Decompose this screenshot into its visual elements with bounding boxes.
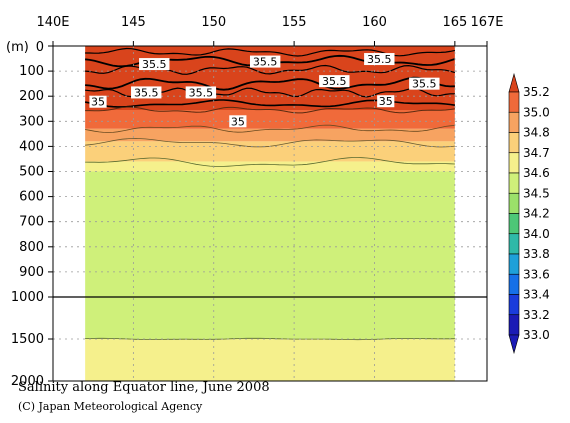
colorbar-swatch <box>508 192 520 214</box>
y-tick-label: 300 <box>19 114 44 129</box>
contour-label: 35.5 <box>412 78 437 91</box>
y-tick-label: 800 <box>19 240 44 255</box>
y-tick-label: 400 <box>19 139 44 154</box>
colorbar-swatch <box>508 233 520 255</box>
y-tick-label: 600 <box>19 190 44 205</box>
salinity-band <box>85 339 455 381</box>
x-tick-label: 167E <box>470 15 503 30</box>
x-tick-label: 145 <box>121 15 146 30</box>
colorbar: 35.2 35.0 34.8 34.7 34.6 34.5 34.2 34.0 33.8 33.6… <box>508 72 550 355</box>
x-axis: 140E 145 150 155 160 165 167E <box>36 15 504 46</box>
contour-label: 35.5 <box>142 58 167 71</box>
colorbar-label: 34.8 <box>523 126 550 140</box>
chart-title: Salinity along Equator line, June 2008 <box>18 380 270 395</box>
colorbar-label: 34.2 <box>523 207 550 221</box>
colorbar-swatch <box>508 111 520 133</box>
colorbar-top-arrow <box>508 72 520 93</box>
y-tick-label: 900 <box>19 265 44 280</box>
colorbar-label: 34.0 <box>523 227 550 241</box>
colorbar-swatch <box>508 253 520 275</box>
y-tick-label: 100 <box>19 64 44 79</box>
contour-label-background <box>364 53 395 66</box>
y-tick-label: 0 <box>36 40 44 55</box>
x-tick-label: 140E <box>36 15 69 30</box>
contour-line <box>85 124 455 134</box>
contour-label-background <box>139 58 170 71</box>
colorbar-swatch <box>508 91 520 113</box>
y-axis-unit-label: (m) <box>6 40 29 55</box>
contour-label: 35 <box>231 115 245 128</box>
contour-line <box>85 337 455 341</box>
salinity-band <box>85 161 455 172</box>
contour-label-background <box>131 86 162 99</box>
x-tick-label: 165 <box>442 15 467 30</box>
colorbar-swatch <box>508 314 520 336</box>
contour-label-background <box>377 95 395 108</box>
colorbar-swatch <box>508 294 520 316</box>
colorbar-label: 34.5 <box>523 186 550 200</box>
colorbar-label: 34.7 <box>523 146 550 160</box>
contour-label: 35 <box>91 96 105 109</box>
colorbar-label: 33.6 <box>523 267 550 281</box>
y-tick-label: 700 <box>19 215 44 230</box>
y-tick-label: 2000 <box>11 374 44 389</box>
colorbar-label: 33.4 <box>523 288 550 302</box>
chart-credit: (C) Japan Meteorological Agency <box>18 400 203 413</box>
colorbar-label: 35.2 <box>523 85 550 99</box>
contour-label: 35 <box>379 95 393 108</box>
x-tick-label: 150 <box>201 15 226 30</box>
plot-area: 35.5 35.5 35.5 35.5 35.5 35.5 35.5 35 35 35 <box>52 45 488 382</box>
colorbar-label: 33.2 <box>523 308 550 322</box>
contour-label: 35.5 <box>322 75 347 88</box>
grid-lines <box>53 46 487 381</box>
colorbar-swatch <box>508 132 520 154</box>
y-tick-label: 1000 <box>11 290 44 305</box>
y-tick-label: 200 <box>19 89 44 104</box>
contour-label: 35.5 <box>253 56 278 69</box>
contour-line <box>85 76 455 91</box>
colorbar-swatch <box>508 172 520 194</box>
salinity-band <box>85 171 455 339</box>
colorbar-label: 34.6 <box>523 166 550 180</box>
colorbar-label: 33.8 <box>523 247 550 261</box>
contour-label-background <box>249 55 281 68</box>
contour-label-background <box>409 77 440 90</box>
salinity-band <box>85 141 455 162</box>
plot-frame <box>52 45 488 382</box>
contour-label-background <box>185 86 217 99</box>
colorbar-swatch <box>508 152 520 174</box>
y-tick-label: 1500 <box>11 332 44 347</box>
contour-line <box>85 106 455 114</box>
contour-label-background <box>229 115 247 128</box>
contour-labels: 35.5 35.5 35.5 35.5 35.5 35.5 35.5 35 35 35 <box>89 53 440 128</box>
x-tick-label: 160 <box>362 15 387 30</box>
salinity-band <box>85 110 455 129</box>
colorbar-swatch <box>508 213 520 235</box>
contour-label: 35.5 <box>367 53 392 66</box>
salinity-band <box>85 128 455 142</box>
contour-label-background <box>89 95 107 108</box>
y-tick-label: 500 <box>19 165 44 180</box>
contour-line <box>85 157 455 167</box>
x-tick-label: 155 <box>282 15 307 30</box>
colorbar-label: 33.0 <box>523 328 550 342</box>
y-axis: 100 200 300 400 500 600 700 800 900 1000 1500 2000 0 <box>11 40 53 389</box>
contour-label-background <box>319 75 350 88</box>
contour-label: 35.5 <box>134 86 159 99</box>
colorbar-bottom-arrow <box>508 334 520 355</box>
contour-label: 35.5 <box>189 86 214 99</box>
colorbar-swatch <box>508 273 520 295</box>
colorbar-label: 35.0 <box>523 105 550 119</box>
